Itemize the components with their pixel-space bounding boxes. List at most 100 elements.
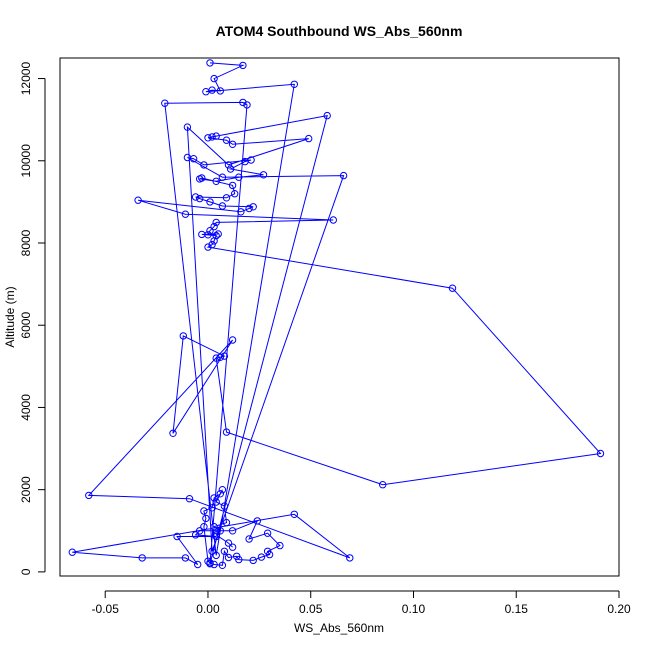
data-point	[339, 171, 348, 180]
data-point	[206, 559, 214, 567]
data-point	[204, 134, 212, 142]
data-point	[208, 547, 216, 555]
data-point	[276, 541, 284, 550]
y-tick-label: 0	[19, 568, 33, 575]
data-point	[259, 171, 268, 179]
data-point	[212, 354, 220, 362]
data-point	[194, 560, 202, 569]
data-point	[212, 132, 220, 140]
data-point	[290, 510, 298, 518]
data-point	[68, 548, 77, 556]
data-point	[212, 498, 220, 506]
data-point	[249, 556, 257, 565]
data-point	[265, 550, 274, 559]
data-point	[379, 481, 387, 489]
y-tick-label: 8000	[19, 229, 33, 256]
data-point	[200, 523, 208, 531]
data-point	[218, 561, 227, 569]
data-point	[210, 237, 218, 245]
data-point	[216, 87, 225, 95]
data-point	[228, 336, 237, 344]
data-point	[208, 133, 216, 141]
data-point	[239, 98, 247, 107]
data-point	[218, 202, 227, 210]
data-point	[196, 194, 204, 203]
data-point	[231, 190, 239, 198]
data-point	[173, 532, 181, 541]
data-point	[212, 177, 220, 186]
data-point	[245, 535, 253, 543]
x-tick-label: 0.05	[299, 602, 323, 616]
data-point	[138, 554, 146, 562]
data-point	[200, 507, 208, 515]
data-point	[210, 494, 218, 502]
data-point	[161, 99, 169, 107]
data-point	[206, 59, 214, 67]
data-point	[249, 203, 257, 211]
data-point	[241, 157, 249, 166]
data-point	[210, 523, 218, 531]
data-point	[214, 230, 222, 238]
data-point	[198, 230, 206, 239]
data-point	[191, 531, 200, 539]
data-point	[243, 101, 251, 109]
x-tick-label: 0.15	[505, 602, 529, 616]
data-point	[239, 61, 247, 70]
data-point	[204, 557, 212, 565]
x-axis: -0.05 0.00 0.05 0.10 0.15 0.20	[92, 590, 631, 616]
x-tick-label: 0.10	[402, 602, 426, 616]
data-point	[263, 529, 272, 537]
data-point	[183, 123, 192, 131]
y-tick-label: 10000	[19, 144, 33, 178]
data-point	[85, 491, 93, 500]
data-point	[222, 518, 231, 527]
y-tick-label: 12000	[19, 62, 33, 96]
data-point	[185, 495, 194, 503]
data-point	[323, 111, 331, 120]
data-point	[191, 193, 200, 201]
data-point	[181, 210, 190, 218]
data-point	[257, 553, 266, 561]
data-point	[210, 222, 218, 231]
data-point	[305, 134, 313, 143]
data-point	[200, 161, 208, 169]
data-point	[212, 551, 220, 560]
data-point	[206, 227, 214, 235]
y-tick-label: 4000	[19, 394, 33, 421]
data-point	[253, 517, 261, 525]
data-point	[134, 196, 142, 204]
data-point	[346, 554, 354, 562]
data-point	[596, 449, 605, 458]
series-layer	[68, 59, 605, 569]
data-point	[222, 428, 231, 436]
data-point	[228, 140, 237, 149]
data-point	[245, 204, 253, 213]
data-point	[222, 194, 231, 202]
data-point	[218, 486, 227, 494]
data-point	[202, 88, 210, 96]
x-axis-label: WS_Abs_560nm	[294, 621, 384, 635]
data-point	[224, 539, 233, 547]
data-point	[181, 554, 190, 562]
data-point	[208, 504, 216, 512]
data-point	[235, 173, 243, 181]
data-point	[206, 198, 214, 206]
y-axis: 0 2000 4000 6000 8000 10000 12000	[19, 62, 46, 575]
data-point	[220, 547, 229, 555]
data-point	[212, 218, 220, 227]
x-tick-label: -0.05	[92, 602, 120, 616]
data-point	[224, 553, 233, 562]
data-point	[210, 560, 218, 569]
data-point	[220, 502, 229, 510]
data-point	[208, 240, 216, 249]
data-point	[226, 165, 235, 173]
chart-title: ATOM4 Southbound WS_Abs_560nm	[216, 23, 463, 39]
data-point	[228, 181, 237, 190]
data-point	[329, 216, 337, 224]
data-point	[290, 80, 298, 89]
data-point	[216, 353, 225, 361]
data-point	[228, 543, 237, 551]
data-point	[210, 74, 218, 83]
data-point	[228, 527, 237, 535]
